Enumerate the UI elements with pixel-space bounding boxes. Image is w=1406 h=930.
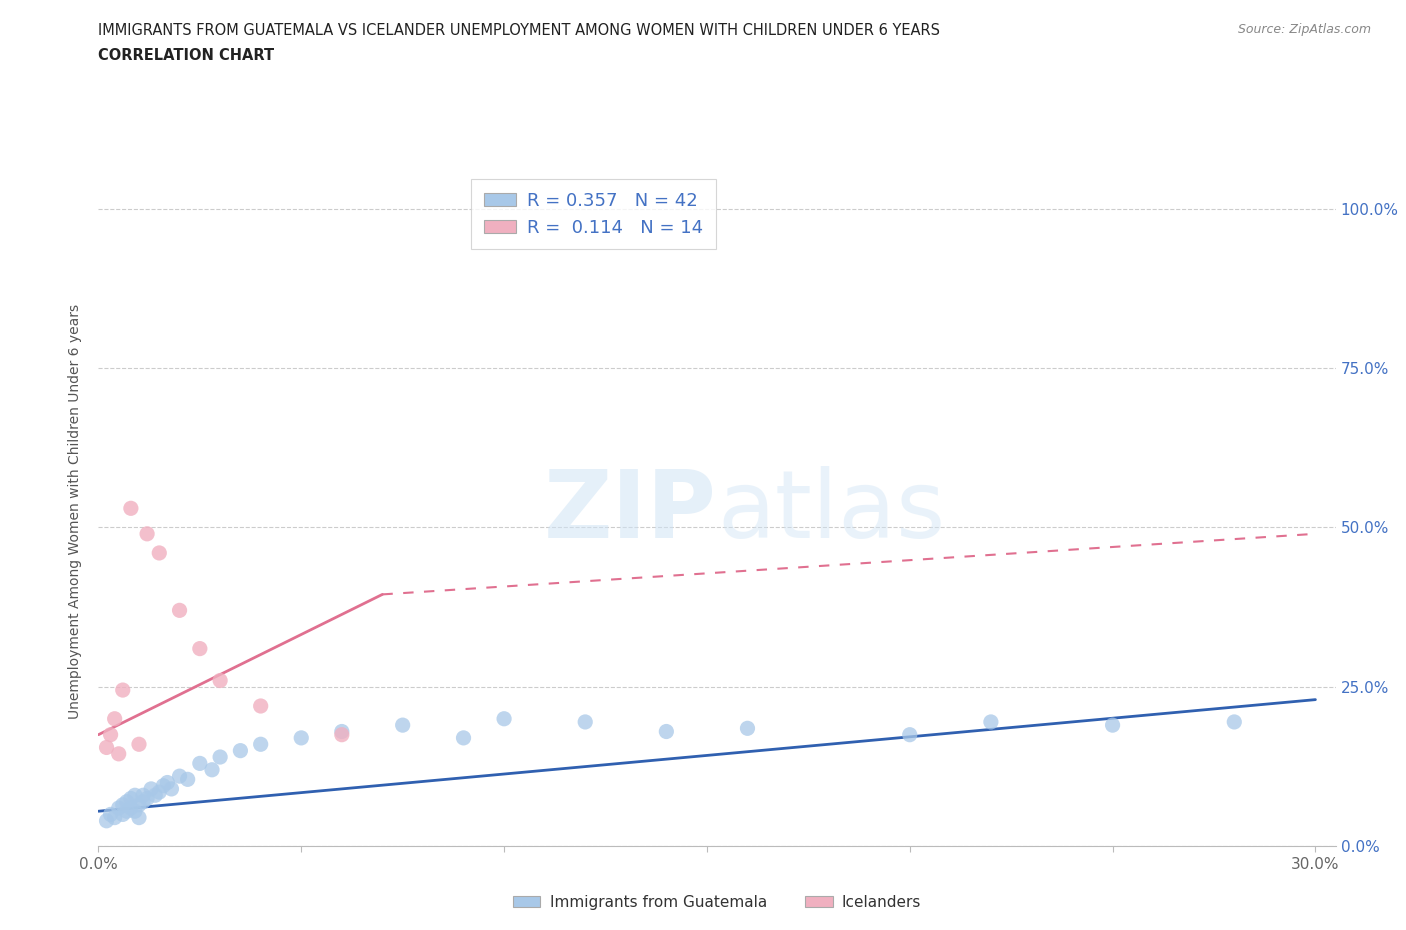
Point [249, 698, 271, 713]
Point [737, 721, 759, 736]
Point [100, 727, 122, 742]
Point [898, 727, 921, 742]
Point [169, 769, 191, 784]
Point [229, 743, 252, 758]
Point [132, 794, 155, 809]
Point [156, 775, 179, 790]
Point [391, 718, 413, 733]
Text: IMMIGRANTS FROM GUATEMALA VS ICELANDER UNEMPLOYMENT AMONG WOMEN WITH CHILDREN UN: IMMIGRANTS FROM GUATEMALA VS ICELANDER U… [98, 23, 941, 38]
Point [980, 714, 1002, 729]
Point [1101, 718, 1123, 733]
Point [143, 788, 166, 803]
Point [120, 801, 142, 816]
Point [104, 810, 127, 825]
Point [132, 788, 155, 803]
Point [115, 794, 138, 809]
Point [574, 714, 596, 729]
Point [655, 724, 678, 739]
Point [96, 814, 118, 829]
Point [100, 807, 122, 822]
Point [188, 756, 211, 771]
Point [290, 730, 312, 745]
Point [96, 740, 118, 755]
Text: atlas: atlas [717, 466, 945, 557]
Point [169, 603, 191, 618]
Point [152, 778, 174, 793]
Point [494, 711, 516, 726]
Point [107, 801, 129, 816]
Point [124, 804, 146, 818]
Point [176, 772, 198, 787]
Point [120, 791, 142, 806]
Point [148, 546, 170, 561]
Point [201, 763, 224, 777]
Point [188, 641, 211, 656]
Point [1223, 714, 1246, 729]
Point [111, 807, 134, 822]
Point [107, 747, 129, 762]
Point [160, 781, 183, 796]
Point [136, 526, 159, 541]
Text: Source: ZipAtlas.com: Source: ZipAtlas.com [1237, 23, 1371, 36]
Point [141, 781, 163, 796]
Text: CORRELATION CHART: CORRELATION CHART [98, 48, 274, 63]
Point [330, 724, 353, 739]
Point [124, 788, 146, 803]
Point [104, 711, 127, 726]
Point [111, 683, 134, 698]
Point [209, 673, 232, 688]
Point [136, 791, 159, 806]
Text: ZIP: ZIP [544, 466, 717, 557]
Y-axis label: Unemployment Among Women with Children Under 6 years: Unemployment Among Women with Children U… [69, 304, 83, 719]
Point [148, 785, 170, 800]
Point [453, 730, 475, 745]
Point [330, 727, 353, 742]
Point [115, 804, 138, 818]
Point [209, 750, 232, 764]
Point [249, 737, 271, 751]
Point [111, 797, 134, 812]
Point [128, 797, 150, 812]
Point [120, 501, 142, 516]
Point [128, 810, 150, 825]
Point [128, 737, 150, 751]
Legend: Immigrants from Guatemala, Icelanders: Immigrants from Guatemala, Icelanders [508, 888, 927, 916]
